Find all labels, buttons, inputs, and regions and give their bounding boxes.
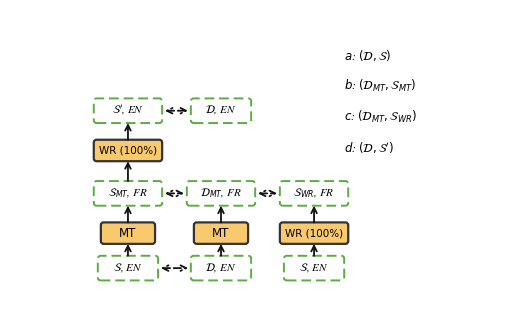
FancyBboxPatch shape [284, 256, 344, 280]
FancyBboxPatch shape [94, 181, 162, 206]
FancyBboxPatch shape [280, 181, 348, 206]
FancyBboxPatch shape [280, 222, 348, 244]
Text: $\mathcal{S}_{MT}$, FR: $\mathcal{S}_{MT}$, FR [108, 187, 148, 200]
Text: MT: MT [119, 227, 137, 240]
FancyBboxPatch shape [101, 222, 155, 244]
Text: MT: MT [212, 227, 230, 240]
FancyBboxPatch shape [191, 99, 251, 123]
FancyBboxPatch shape [191, 256, 251, 280]
Text: $a$: $(\mathcal{D}, \mathcal{S})$: $a$: $(\mathcal{D}, \mathcal{S})$ [345, 48, 392, 63]
FancyBboxPatch shape [94, 99, 162, 123]
Text: WR (100%): WR (100%) [99, 146, 157, 156]
Text: $\mathcal{S}$, EN: $\mathcal{S}$, EN [299, 261, 329, 275]
Text: $c$: $(\mathcal{D}_{MT}, \mathcal{S}_{WR})$: $c$: $(\mathcal{D}_{MT}, \mathcal{S}_{WR… [345, 109, 418, 125]
Text: $b$: $(\mathcal{D}_{MT}, \mathcal{S}_{MT})$: $b$: $(\mathcal{D}_{MT}, \mathcal{S}_{MT… [345, 78, 417, 94]
Text: $\mathcal{D}$, EN: $\mathcal{D}$, EN [205, 104, 236, 117]
FancyBboxPatch shape [187, 181, 255, 206]
FancyBboxPatch shape [98, 256, 158, 280]
Text: $\mathcal{D}$, EN: $\mathcal{D}$, EN [205, 261, 236, 275]
Text: $\mathcal{S}_{WR}$, FR: $\mathcal{S}_{WR}$, FR [293, 187, 335, 200]
Text: $\mathcal{S}^{\prime}$, EN: $\mathcal{S}^{\prime}$, EN [112, 104, 144, 118]
Text: $\mathcal{D}_{MT}$, FR: $\mathcal{D}_{MT}$, FR [200, 187, 242, 200]
FancyBboxPatch shape [194, 222, 248, 244]
FancyBboxPatch shape [94, 140, 162, 161]
Text: $d$: $(\mathcal{D}, \mathcal{S}^{\prime})$: $d$: $(\mathcal{D}, \mathcal{S}^{\prime}… [345, 140, 395, 156]
Text: WR (100%): WR (100%) [285, 228, 343, 238]
Text: $\mathcal{S}$, EN: $\mathcal{S}$, EN [113, 261, 143, 275]
